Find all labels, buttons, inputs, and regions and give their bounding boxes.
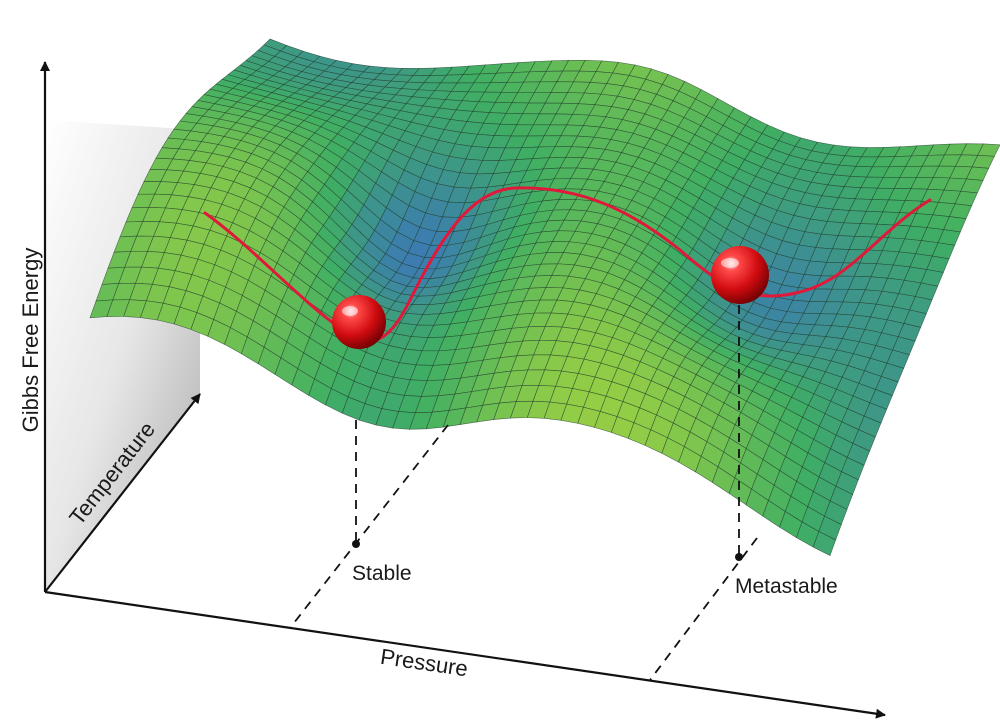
axes	[40, 61, 886, 719]
metastable-point	[735, 553, 743, 561]
metastable-ball	[711, 246, 769, 304]
stable-temperature-line	[289, 424, 449, 629]
energy-surface	[89, 38, 1000, 556]
stable-point	[352, 540, 360, 548]
projection-lines	[289, 305, 758, 681]
metastable-label: Metastable	[735, 575, 838, 598]
temperature-axis	[44, 393, 201, 593]
surface-mesh-cell	[812, 531, 837, 556]
pressure-axis-label: Pressure	[379, 644, 470, 681]
energy-axis-label: Gibbs Free Energy	[18, 248, 43, 433]
stable-label: Stable	[352, 562, 412, 585]
stable-ball	[332, 295, 386, 349]
metastable-temperature-line	[649, 537, 758, 681]
pressure-axis	[44, 590, 886, 719]
